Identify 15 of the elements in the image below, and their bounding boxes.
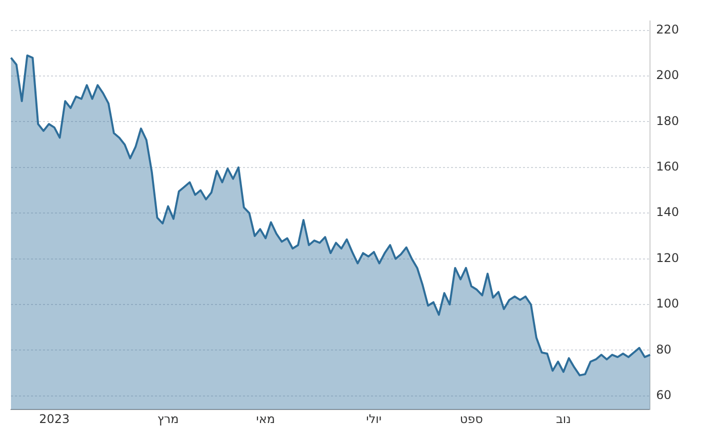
x-tick-label: 2023 [39, 412, 70, 426]
x-tick-label: מרץ [157, 412, 179, 426]
x-tick-label: נוב [556, 412, 571, 426]
y-tick-label: 140 [656, 205, 679, 220]
y-tick-label: 80 [656, 342, 672, 356]
y-tick-label: 160 [656, 160, 679, 174]
y-tick-label: 60 [656, 388, 672, 402]
x-tick-label: מאי [256, 412, 275, 426]
y-tick-label: 100 [656, 296, 679, 311]
x-tick-label: יולי [366, 412, 382, 426]
y-tick-label: 180 [656, 114, 679, 128]
x-tick-label: ספט [460, 412, 484, 426]
y-tick-label: 200 [656, 68, 679, 82]
y-tick-label: 220 [656, 22, 679, 36]
y-tick-label: 120 [656, 250, 679, 265]
